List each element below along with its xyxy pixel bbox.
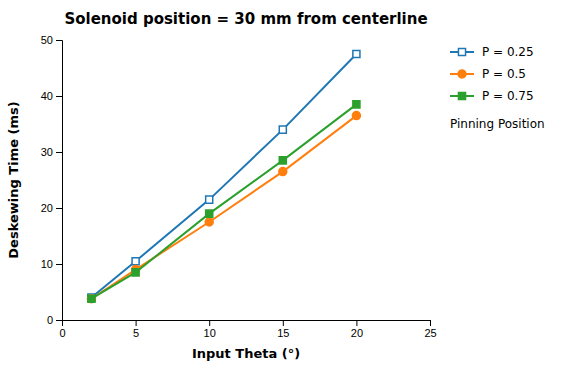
legend-marker	[458, 70, 466, 78]
x-tick: 5	[133, 320, 139, 339]
legend-label: P = 0.25	[482, 45, 534, 59]
y-tick: 10	[41, 258, 62, 270]
x-tick: 10	[204, 320, 216, 339]
y-tick-mark	[56, 152, 62, 153]
y-tick-label: 40	[41, 90, 53, 102]
x-tick-label: 5	[133, 327, 139, 339]
x-tick: 0	[59, 320, 65, 339]
y-tick-label: 0	[47, 314, 53, 326]
y-tick-label: 10	[41, 258, 53, 270]
point	[87, 295, 95, 303]
point	[353, 50, 360, 57]
legend-title: Pinning Position	[450, 117, 545, 131]
x-tick: 20	[351, 320, 363, 339]
series-line	[91, 54, 356, 298]
y-tick-mark	[56, 40, 62, 41]
series-layer	[87, 50, 360, 302]
plot: 0 5 10 15 20 25 0 10 20 30 40 50	[41, 34, 437, 339]
x-axis-title: Input Theta (°)	[192, 346, 300, 361]
point	[132, 258, 139, 265]
y-tick: 30	[41, 146, 62, 158]
legend-entry: P = 0.75	[450, 89, 534, 103]
legend-entry: P = 0.25	[450, 45, 534, 59]
x-tick-mark	[356, 320, 357, 326]
point	[279, 126, 286, 133]
y-axis: 0 10 20 30 40 50	[41, 34, 63, 326]
y-tick-mark	[56, 320, 62, 321]
point	[279, 157, 286, 164]
series-line	[91, 116, 356, 299]
point	[88, 295, 95, 302]
x-tick-label: 25	[424, 327, 436, 339]
y-tick-mark	[56, 96, 62, 97]
y-axis-title: Deskewing Time (ms)	[6, 101, 21, 258]
x-tick-mark	[430, 320, 431, 326]
y-tick: 40	[41, 90, 62, 102]
chart: 0 5 10 15 20 25 0 10 20 30 40 50 Solenoid position =…	[0, 0, 565, 368]
point	[279, 168, 287, 176]
series-line	[91, 104, 356, 298]
series	[87, 112, 360, 303]
point	[352, 112, 360, 120]
point	[205, 218, 213, 226]
point	[206, 210, 213, 217]
x-tick-mark	[136, 320, 137, 326]
legend-marker	[458, 92, 465, 99]
y-tick-mark	[56, 264, 62, 265]
y-tick: 20	[41, 202, 62, 214]
x-axis-line	[63, 321, 431, 327]
series	[88, 101, 360, 302]
y-tick-label: 30	[41, 146, 53, 158]
x-tick: 25	[424, 320, 436, 339]
y-tick: 50	[41, 34, 62, 46]
y-tick-label: 50	[41, 34, 53, 46]
x-tick-mark	[283, 320, 284, 326]
x-axis: 0 5 10 15 20 25	[59, 320, 436, 339]
legend-marker	[458, 48, 465, 55]
legend-label: P = 0.5	[482, 67, 526, 81]
title: Solenoid position = 30 mm from centerlin…	[64, 10, 427, 28]
x-tick-label: 15	[277, 327, 289, 339]
point	[132, 269, 139, 276]
y-tick-label: 20	[41, 202, 53, 214]
y-axis-line	[56, 41, 63, 321]
legend: P = 0.25 P = 0.5 P = 0.75 Pinning Position	[450, 45, 545, 131]
point	[353, 101, 360, 108]
y-tick-mark	[56, 208, 62, 209]
legend-entry: P = 0.5	[450, 67, 526, 81]
legend-label: P = 0.75	[482, 89, 534, 103]
x-tick-label: 10	[204, 327, 216, 339]
x-tick: 15	[277, 320, 289, 339]
point	[206, 196, 213, 203]
x-tick-mark	[209, 320, 210, 326]
x-tick-label: 0	[59, 327, 65, 339]
series	[88, 50, 360, 301]
x-tick-label: 20	[351, 327, 363, 339]
y-tick: 0	[47, 314, 62, 326]
